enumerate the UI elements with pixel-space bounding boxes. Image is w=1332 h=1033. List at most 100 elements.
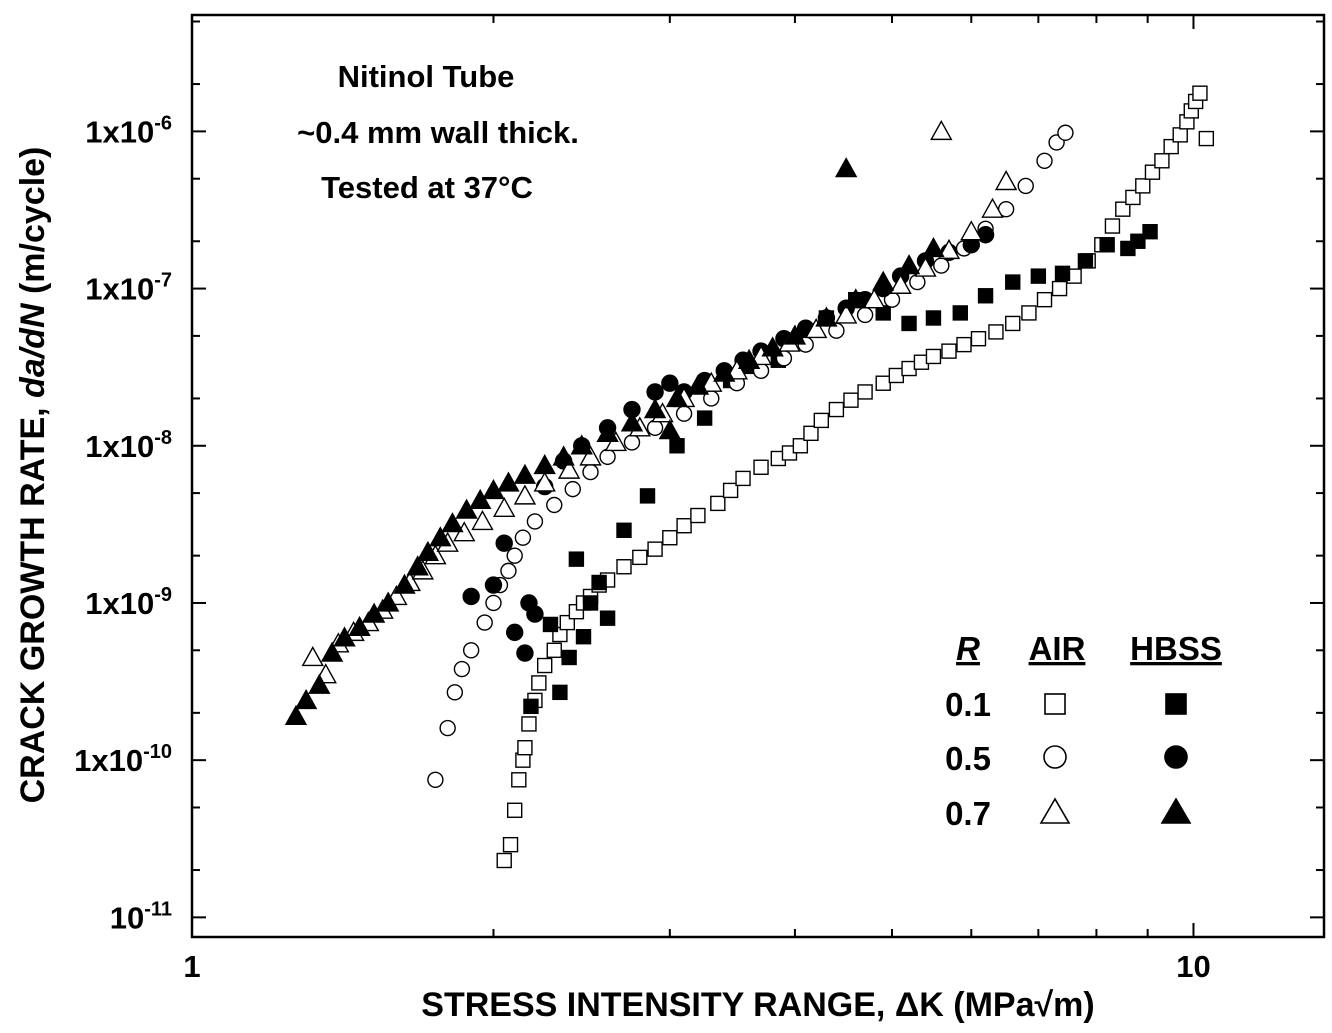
point-square-air — [956, 336, 972, 353]
point-circle-air — [500, 562, 517, 580]
y-tick-label-exponent: -11 — [144, 898, 172, 920]
point-triangle-hbss — [897, 254, 921, 275]
point-square-air — [735, 470, 751, 487]
point-circle-air — [599, 448, 616, 466]
point-circle-air — [909, 273, 926, 291]
point-square-hbss — [925, 310, 942, 326]
point-square-air — [1163, 138, 1179, 155]
y-tick-label: 1x10-7 — [85, 270, 172, 307]
plot-frame — [190, 13, 1326, 939]
point-circle-air — [453, 660, 471, 678]
point-triangle-hbss — [834, 157, 858, 178]
point-circle-air — [856, 306, 874, 324]
point-square-air — [546, 642, 562, 658]
point-square-hbss — [696, 410, 713, 426]
y-tick-label: 1x10-6 — [85, 112, 172, 149]
point-circle-air — [675, 405, 693, 422]
point-triangle-hbss — [737, 348, 761, 369]
point-triangle-hbss — [620, 411, 644, 432]
point-triangle-air — [700, 371, 723, 392]
point-triangle-hbss — [362, 602, 386, 623]
point-square-hbss — [639, 488, 656, 504]
point-circle-air — [582, 463, 599, 481]
point-square-hbss — [1077, 253, 1094, 269]
y-axis-label-suffix: (m/cycle) — [14, 147, 52, 304]
point-triangle-air — [533, 471, 556, 492]
point-triangle-air — [471, 510, 494, 531]
point-circle-air — [427, 771, 444, 789]
legend-air-triangle-marker — [1039, 797, 1071, 824]
legend-hbss-square-marker — [1165, 693, 1187, 715]
point-square-air — [531, 675, 547, 691]
point-triangle-air — [930, 119, 953, 141]
point-triangle-hbss — [713, 361, 736, 382]
point-triangle-hbss — [570, 434, 593, 455]
axis-ticks — [191, 15, 1324, 937]
point-triangle-hbss — [513, 463, 537, 484]
point-triangle-hbss — [376, 591, 400, 612]
point-triangle-hbss — [333, 626, 356, 647]
point-square-hbss — [599, 610, 616, 626]
point-square-hbss — [523, 698, 539, 715]
point-triangle-hbss — [533, 453, 556, 475]
point-triangle-hbss — [665, 387, 689, 408]
point-triangle-hbss — [872, 270, 895, 291]
point-triangle-air — [493, 496, 516, 518]
point-circle-air — [564, 480, 581, 498]
point-square-air — [1144, 164, 1161, 180]
point-square-air — [1192, 85, 1208, 101]
point-circle-air — [506, 547, 523, 564]
point-square-hbss — [568, 551, 585, 567]
y-tick-label-base: 1x10 — [74, 743, 143, 778]
point-triangle-air — [889, 273, 912, 294]
point-circle-air — [446, 684, 464, 701]
point-square-air — [1051, 280, 1068, 297]
point-triangle-hbss — [922, 237, 945, 258]
point-square-air — [632, 549, 648, 566]
point-square-air — [888, 367, 905, 384]
point-circle-air — [526, 513, 544, 530]
x-axis-label: STRESS INTENSITY RANGE, ΔK (MPa√m) — [421, 986, 1094, 1024]
point-square-air — [537, 657, 553, 674]
point-square-air — [828, 401, 845, 418]
point-square-hbss — [669, 438, 685, 454]
point-square-hbss — [952, 305, 968, 321]
point-square-hbss — [1130, 233, 1146, 249]
point-triangle-air — [804, 317, 828, 339]
y-tick-label-base: 10 — [110, 900, 144, 935]
y-tick-label-base: 1x10 — [85, 586, 154, 621]
point-triangle-air — [725, 359, 749, 380]
y-tick-label-exponent: -8 — [154, 427, 172, 449]
point-circle-air — [1017, 177, 1034, 195]
point-triangle-air — [960, 220, 983, 241]
point-square-hbss — [1005, 274, 1021, 290]
annotation-line-1: Nitinol Tube — [338, 59, 515, 94]
point-triangle-hbss — [596, 421, 619, 443]
y-axis-label-prefix: CRACK GROWTH RATE, — [14, 398, 52, 803]
point-square-hbss — [901, 315, 917, 332]
point-square-air — [792, 438, 809, 454]
point-square-air — [843, 392, 859, 408]
point-circle-air — [514, 529, 532, 546]
point-circle-air — [476, 614, 493, 631]
point-circle-air — [439, 719, 456, 737]
point-triangle-hbss — [844, 288, 867, 309]
point-circle-hbss — [505, 623, 524, 642]
point-square-hbss — [575, 629, 592, 645]
point-square-hbss — [1030, 268, 1047, 284]
point-triangle-hbss — [348, 615, 371, 637]
legend-header-hbss: HBSS — [1130, 630, 1222, 667]
point-triangle-hbss — [815, 306, 838, 327]
point-square-air — [925, 348, 942, 365]
y-tick-label-exponent: -7 — [154, 270, 172, 292]
point-square-hbss — [1142, 224, 1158, 240]
point-square-air — [662, 530, 678, 546]
y-tick-label: 1x10-8 — [85, 427, 172, 464]
point-square-air — [676, 518, 692, 534]
y-tick-label-exponent: -6 — [154, 112, 172, 134]
legend-r-value: 0.7 — [945, 795, 991, 832]
point-square-air — [496, 852, 512, 869]
point-square-air — [1135, 178, 1151, 194]
point-circle-air — [623, 434, 641, 451]
